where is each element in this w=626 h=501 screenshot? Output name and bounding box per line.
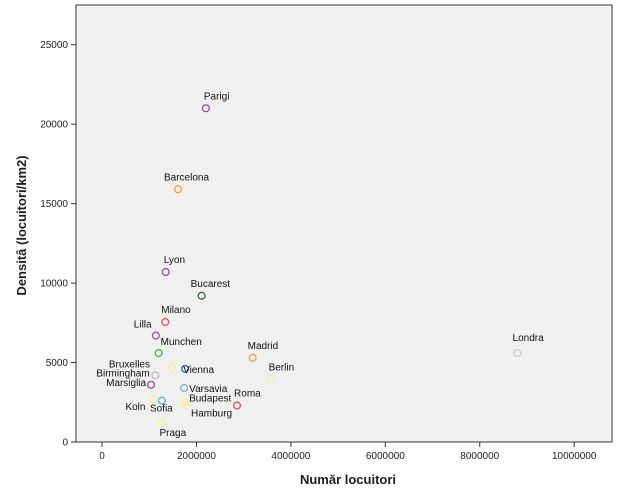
label-bruxelles: Bruxelles [109, 359, 150, 370]
label-koln: Koln [125, 402, 145, 413]
point-bucarest [197, 291, 206, 300]
x-axis-title: Număr locuitori [300, 472, 396, 487]
point-varsavia [180, 383, 189, 393]
y-tick-label: 10000 [40, 279, 68, 290]
plot-area [75, 4, 613, 443]
x-axis: 0 2000000 4000000 6000000 8000000 10000000 [99, 442, 597, 462]
point-parigi [201, 104, 210, 113]
point-londra [513, 348, 522, 358]
label-roma: Roma [234, 388, 261, 399]
y-tick-label: 15000 [40, 199, 68, 210]
point-lyon [161, 267, 170, 277]
label-lilla: Lilla [134, 320, 152, 331]
label-vienna: Vienna [183, 365, 214, 376]
label-munchen: Munchen [161, 337, 202, 348]
point-bruxelles [167, 363, 176, 372]
point-hamburg [182, 401, 192, 410]
point-munchen [154, 348, 163, 358]
label-berlin: Berlin [269, 362, 295, 373]
label-praga: Praga [159, 428, 186, 439]
y-tick-label: 0 [62, 438, 68, 449]
point-berlin [266, 374, 275, 383]
label-budapest: Budapest [189, 393, 231, 404]
label-hamburg: Hamburg [191, 408, 232, 419]
x-tick-label: 4000000 [271, 451, 310, 462]
x-tick-label: 0 [99, 451, 105, 462]
x-tick-label: 10000000 [552, 451, 597, 462]
x-tick-label: 2000000 [177, 451, 216, 462]
label-madrid: Madrid [248, 341, 279, 352]
point-praga [157, 418, 166, 427]
y-axis-title: Densitâ (locuitori/km2) [14, 155, 29, 295]
point-lilla [151, 331, 160, 340]
point-labels: Parigi Barcelona Lyon Bucarest Milano Lilla Mu… [96, 91, 544, 439]
label-varsavia: Varsavia [189, 384, 228, 395]
point-madrid [248, 353, 257, 362]
label-londra: Londra [513, 333, 545, 344]
y-tick-label: 5000 [46, 358, 69, 369]
x-tick-label: 8000000 [460, 451, 499, 462]
y-tick-label: 20000 [40, 120, 68, 131]
x-tick-label: 6000000 [366, 451, 405, 462]
label-marsiglia: Marsiglia [106, 378, 146, 389]
data-points [147, 104, 522, 427]
point-marsiglia [147, 380, 156, 389]
point-koln [149, 395, 158, 404]
label-birmingham: Birmingham [96, 368, 149, 379]
point-roma [232, 401, 242, 410]
point-birmingham [151, 371, 160, 380]
label-milano: Milano [161, 305, 191, 316]
label-barcelona: Barcelona [164, 172, 209, 183]
label-parigi: Parigi [204, 91, 230, 102]
label-sofia: Sofia [150, 404, 173, 415]
y-tick-label: 25000 [40, 40, 68, 51]
point-milano [161, 317, 170, 327]
label-bucarest: Bucarest [191, 279, 231, 290]
point-vienna [181, 364, 190, 373]
point-barcelona [173, 185, 183, 194]
y-axis: 0 5000 10000 15000 20000 25000 [40, 40, 76, 449]
point-sofia [157, 396, 166, 405]
label-lyon: Lyon [164, 255, 185, 266]
